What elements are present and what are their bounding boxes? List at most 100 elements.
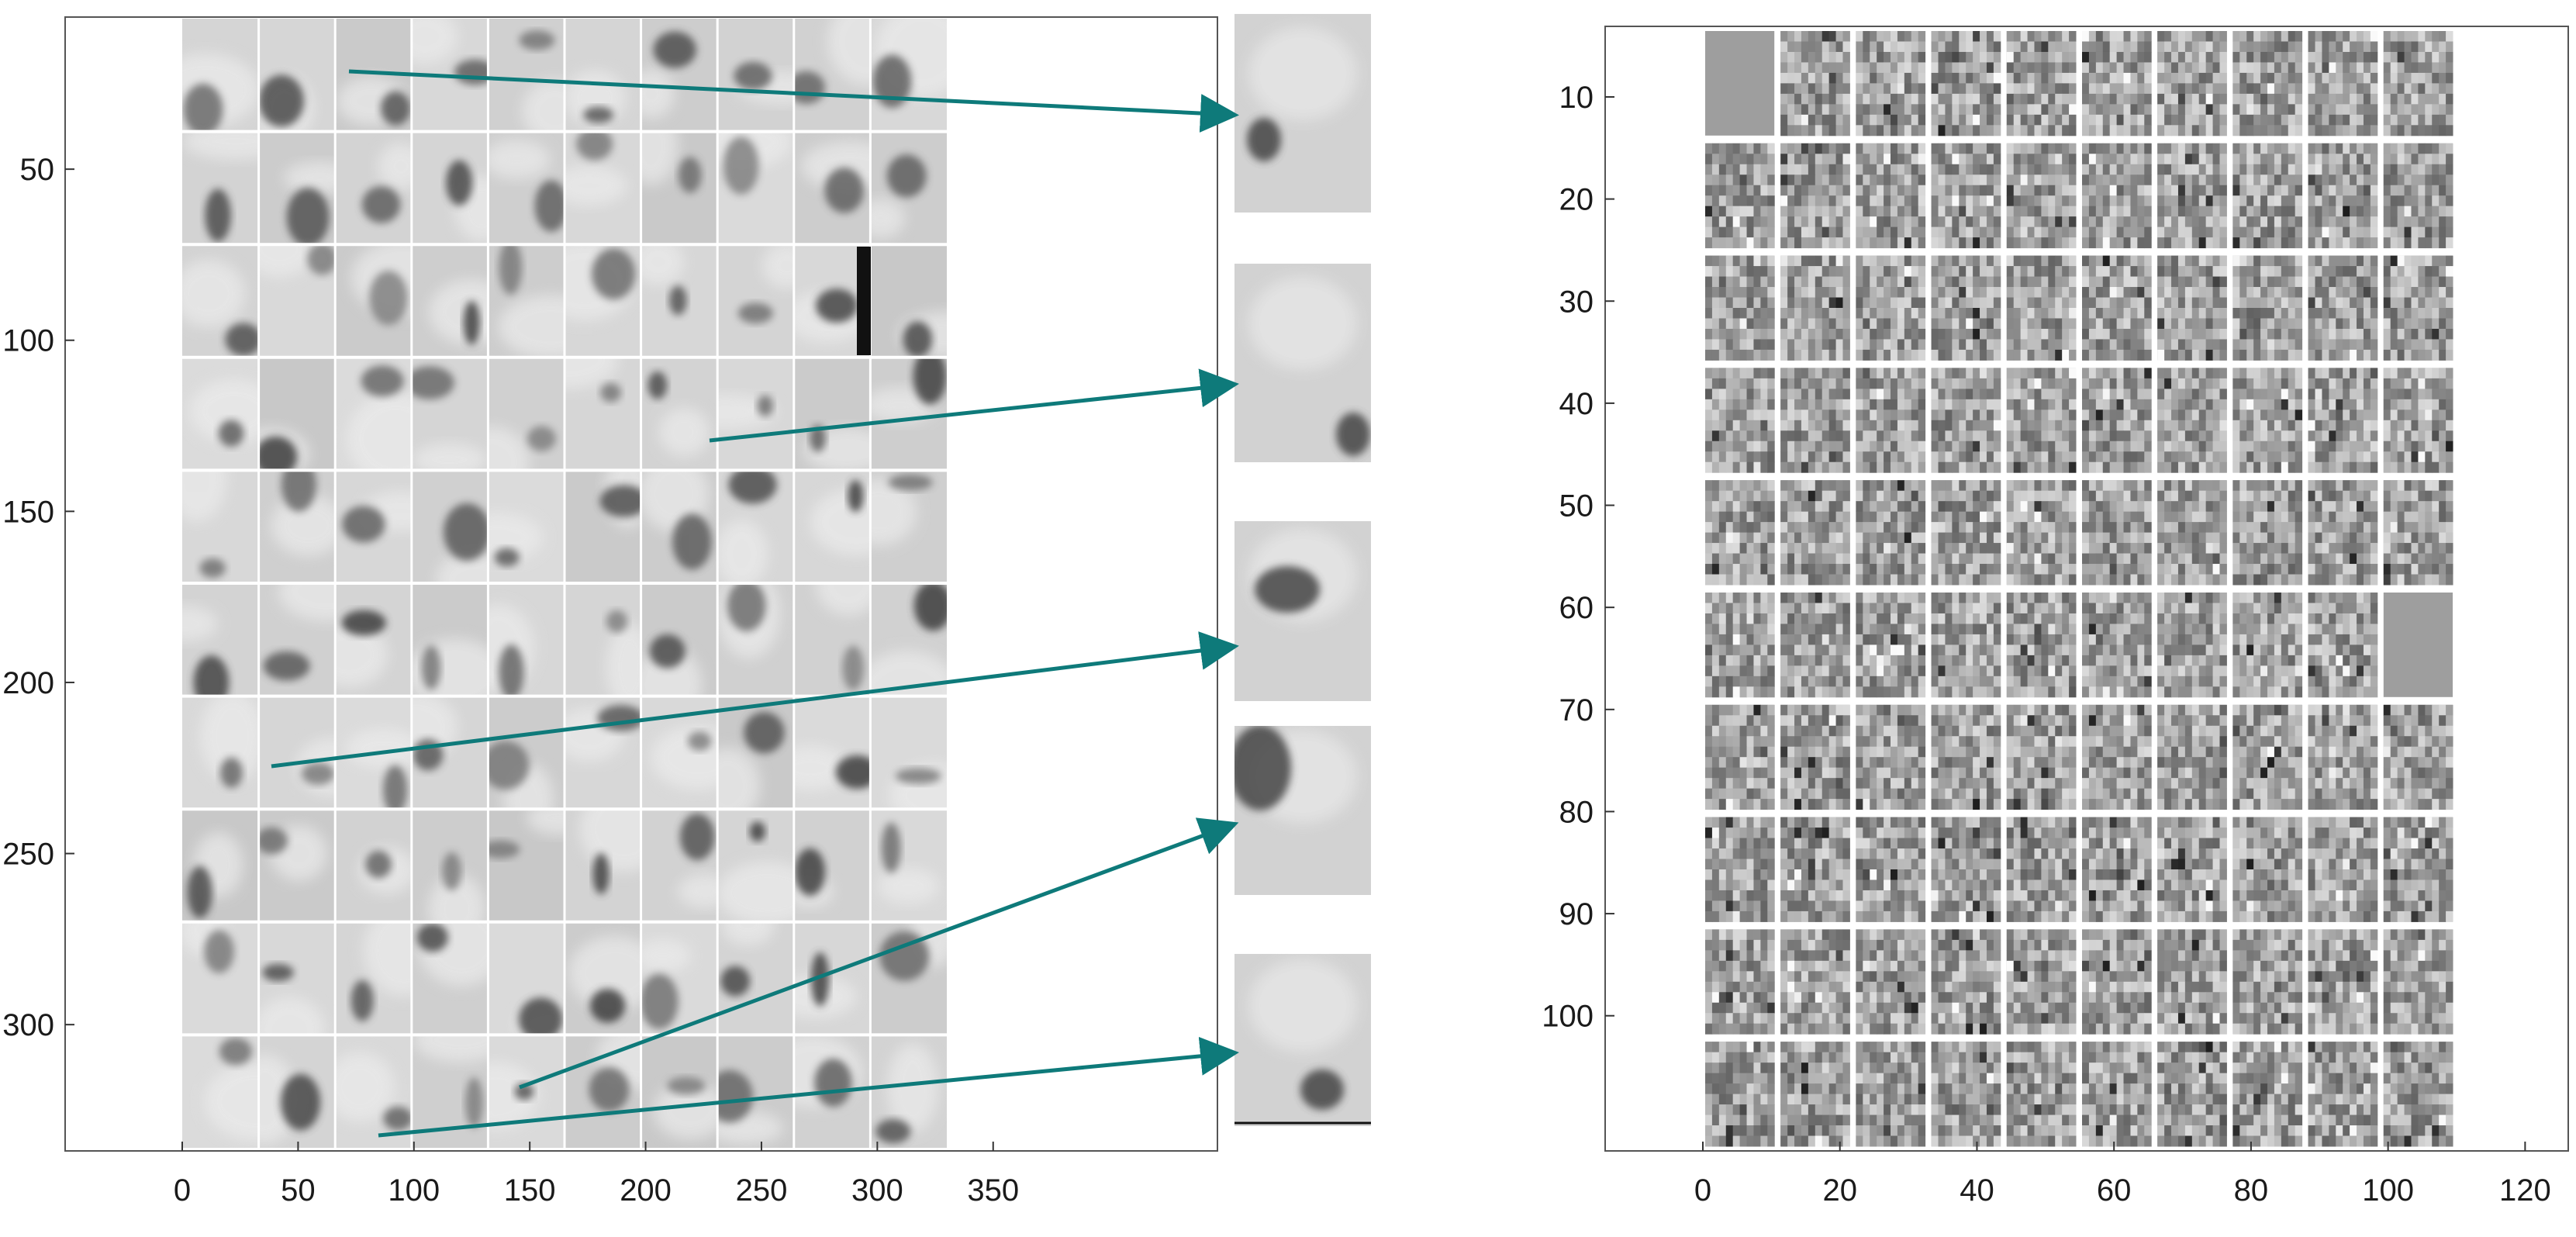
left-patch [182, 19, 259, 132]
left-patch [182, 470, 259, 583]
arrow [348, 69, 1239, 133]
right-patch [2232, 368, 2303, 473]
left-patch [565, 131, 641, 245]
left-patch [182, 1035, 259, 1148]
left-patch [870, 583, 948, 696]
right-patch [2082, 143, 2152, 249]
right-patch [1705, 31, 1775, 136]
right-patch [2383, 255, 2453, 361]
right-patch [1705, 368, 1775, 473]
left-x-tick-label: 200 [620, 1173, 672, 1208]
right-patch [2006, 143, 2077, 249]
left-patch [793, 470, 871, 583]
arrow-connectors [271, 69, 1239, 1138]
right-patch [2232, 480, 2303, 586]
left-patch [258, 921, 336, 1035]
left-x-tick-label: 0 [174, 1173, 191, 1208]
left-patch [641, 357, 718, 471]
right-patch [2157, 817, 2227, 922]
right-patch [2082, 704, 2152, 810]
right-patch [1931, 143, 2001, 249]
arrow [519, 817, 1239, 1090]
right-patch [2383, 1042, 2453, 1147]
left-patch [565, 809, 641, 922]
left-patch [411, 470, 489, 584]
right-patch [1705, 817, 1775, 922]
left-patch [182, 244, 259, 358]
right-patch [2082, 31, 2152, 136]
left-patch [488, 19, 565, 132]
left-patch [717, 696, 794, 810]
left-patch [717, 1035, 794, 1148]
left-axis-ticks: 0 50 100 150 200 250 300 350 50 100 150 200 250 300 [2, 153, 1019, 1208]
left-patch [258, 696, 336, 810]
right-x-tick-label: 40 [1960, 1173, 1994, 1208]
right-patch [2383, 593, 2453, 697]
right-y-tick-label: 100 [1542, 1000, 1594, 1034]
left-patch [411, 131, 489, 245]
left-patch [793, 131, 871, 245]
left-patch [335, 19, 412, 132]
right-patch [1705, 143, 1775, 249]
left-x-tick-label: 300 [851, 1173, 903, 1208]
left-patch [870, 19, 948, 132]
left-patch [793, 357, 871, 471]
right-patch [2383, 480, 2453, 586]
left-patch [335, 244, 412, 358]
left-patch [488, 809, 565, 922]
right-patch [2383, 31, 2453, 136]
right-patch [2006, 593, 2077, 698]
right-patch [2308, 368, 2378, 473]
left-patch [335, 583, 412, 696]
right-patch [2308, 593, 2378, 698]
left-patch [641, 696, 718, 810]
right-patch [2383, 929, 2453, 1035]
left-patch [488, 357, 565, 471]
right-patch [1856, 817, 1926, 922]
left-patch [641, 921, 718, 1035]
left-patch [182, 131, 259, 245]
right-patch [2308, 480, 2378, 586]
left-patch [411, 244, 489, 358]
right-patch-grid [1705, 31, 2453, 1147]
right-patch [1856, 143, 1926, 249]
right-patch [2308, 143, 2378, 249]
right-patch [1931, 480, 2001, 586]
right-patch [2082, 1042, 2152, 1147]
right-patch [1705, 255, 1775, 361]
right-patch [2157, 1042, 2227, 1147]
right-patch [2006, 368, 2077, 473]
right-patch [1780, 480, 1850, 586]
right-patch [2308, 31, 2378, 136]
left-patch [488, 696, 565, 810]
left-patch [870, 809, 947, 922]
zoomed-patches [1234, 14, 1371, 1126]
right-patch [2082, 368, 2152, 473]
left-x-tick-label: 150 [504, 1173, 556, 1208]
left-patch [565, 696, 641, 810]
left-patch [182, 583, 259, 696]
right-patch [1780, 143, 1850, 249]
left-patch [870, 131, 947, 245]
left-y-tick-label: 150 [2, 495, 54, 529]
left-patch [641, 19, 718, 132]
left-y-tick-label: 200 [2, 666, 54, 700]
left-y-tick-label: 50 [20, 153, 55, 187]
right-patch [2383, 704, 2453, 810]
right-patch [1931, 31, 2001, 136]
right-patch [2082, 480, 2152, 586]
left-patch [335, 921, 412, 1035]
right-patch [2006, 817, 2077, 922]
right-patch [2157, 593, 2227, 698]
arrow [709, 368, 1239, 443]
left-x-tick-label: 350 [967, 1173, 1019, 1208]
right-patch [1931, 593, 2001, 698]
left-patch [258, 470, 336, 583]
left-patch [717, 357, 794, 471]
left-patch [411, 583, 489, 696]
arrow [378, 1036, 1239, 1138]
left-patch [182, 696, 259, 810]
right-patch [2157, 143, 2227, 249]
right-patch [1780, 255, 1850, 361]
